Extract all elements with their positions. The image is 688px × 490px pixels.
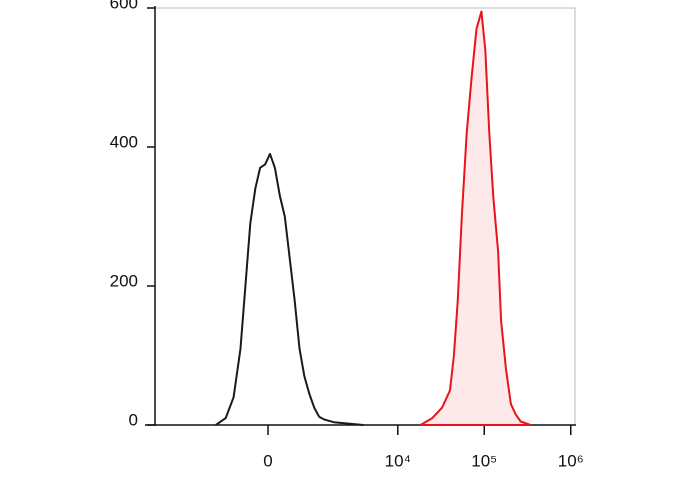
x-tick-label: 10⁴ (385, 451, 411, 470)
histogram-line (419, 10, 532, 426)
histogram-line (215, 152, 364, 426)
x-tick-label: 10⁵ (471, 451, 497, 470)
x-tick-label: 10⁶ (558, 451, 584, 470)
plot-frame (154, 7, 576, 426)
y-tick-label: 600 (110, 0, 138, 12)
y-tick-label: 0 (129, 410, 138, 429)
x-tick-label: 0 (263, 451, 272, 470)
y-tick-label: 200 (110, 271, 138, 290)
y-tick-label: 400 (110, 132, 138, 151)
